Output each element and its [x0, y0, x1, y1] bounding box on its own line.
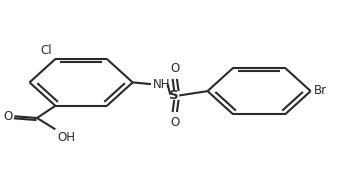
Text: O: O — [170, 116, 179, 129]
Text: S: S — [170, 89, 179, 102]
Text: O: O — [170, 62, 179, 75]
Text: NH: NH — [153, 78, 170, 91]
Text: Cl: Cl — [40, 44, 52, 57]
Text: O: O — [3, 110, 13, 123]
Text: OH: OH — [57, 131, 75, 144]
Text: Br: Br — [314, 84, 327, 97]
